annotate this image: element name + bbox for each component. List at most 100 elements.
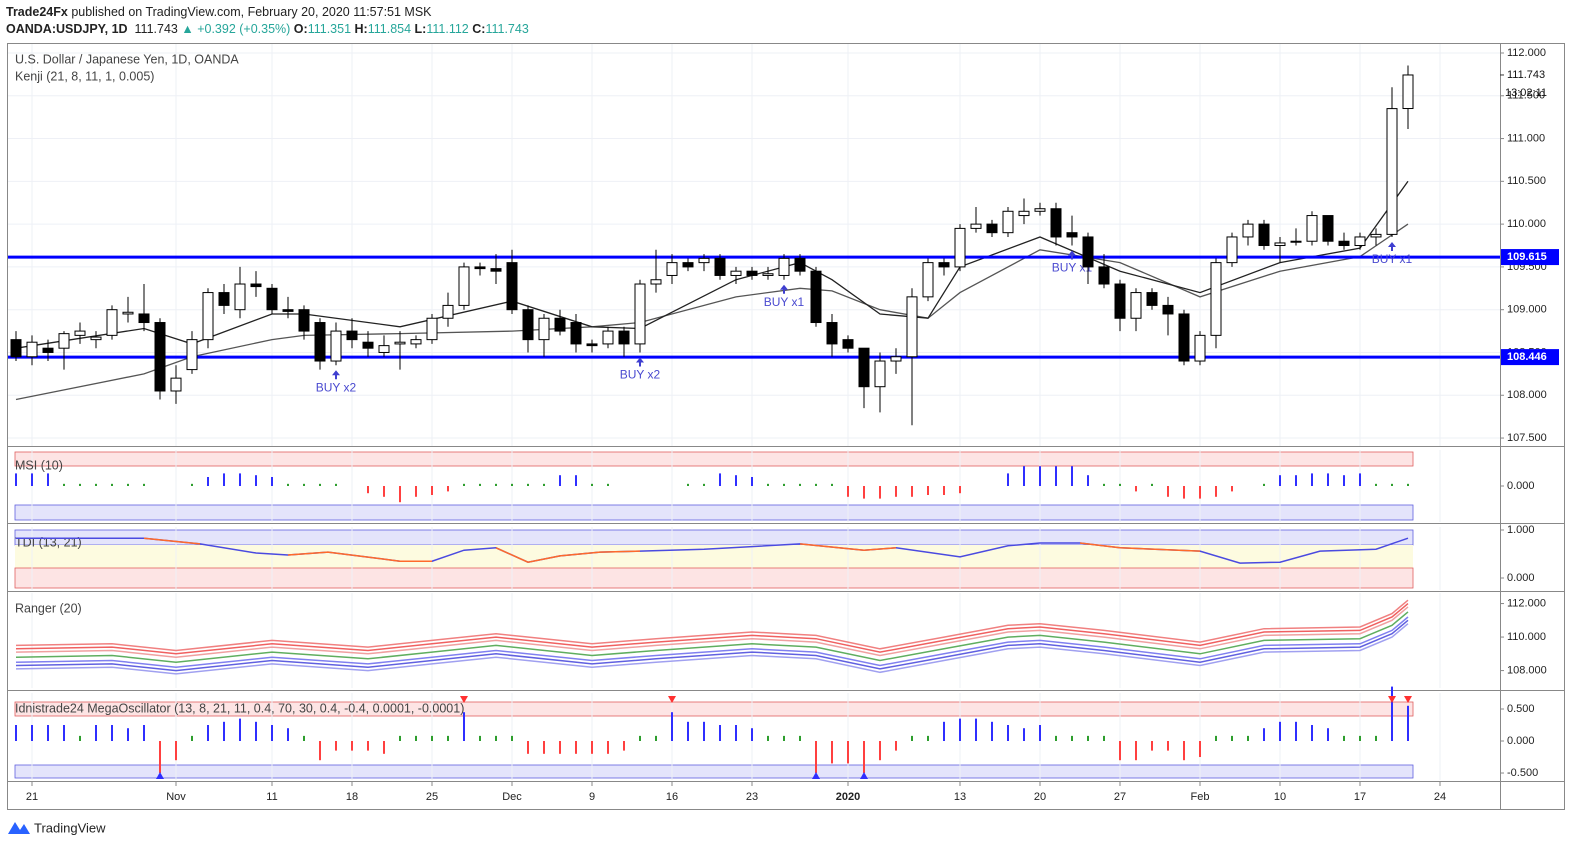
buy-arrow: [636, 357, 644, 367]
candle-body: [1082, 236, 1094, 268]
level-label: 109.615: [1507, 251, 1547, 263]
candle-body: [1402, 74, 1414, 110]
msi-lower-band: [14, 504, 1414, 521]
pane-title: Idnistrade24 MegaOscillator (13, 8, 21, …: [15, 701, 464, 715]
y-tick-label: 0.000: [1507, 572, 1535, 584]
header-line-1: Trade24Fx published on TradingView.com, …: [6, 5, 432, 19]
y-tick-label: 108.000: [1507, 664, 1547, 676]
candle-body: [234, 283, 246, 311]
outer-frame: [7, 43, 1565, 810]
y-tick-label: 0.000: [1507, 735, 1535, 747]
candle-body: [1178, 313, 1190, 362]
h-label: H:: [354, 22, 368, 36]
level-label-box: [1501, 249, 1559, 266]
candle-body: [794, 257, 806, 272]
candle-body: [746, 270, 758, 276]
o-value: 111.351: [307, 22, 352, 36]
signal-up: [860, 772, 868, 779]
candle-body: [26, 341, 38, 358]
candle-body: [826, 322, 838, 345]
x-tick-label: 11: [266, 791, 277, 803]
header-line-2: OANDA:USDJPY, 1D 111.743 ▲ +0.392 (+0.35…: [6, 22, 529, 36]
x-tick-label: 16: [666, 791, 678, 803]
candle-body: [538, 317, 550, 341]
y-tick-label: 112.000: [1507, 597, 1546, 609]
y-tick-label: 111.000: [1507, 132, 1545, 144]
l-label: L:: [414, 22, 427, 36]
candle-body: [1354, 236, 1366, 247]
candle-body: [1258, 223, 1270, 247]
x-tick-label: 10: [1274, 791, 1286, 803]
signal-down: [1388, 696, 1396, 703]
candle-body: [1210, 262, 1222, 336]
indicator-line: [15, 603, 1409, 655]
tdi-upper-band: [14, 529, 1414, 546]
candle-body: [1034, 208, 1046, 212]
candle-body: [874, 360, 886, 388]
last: 111.743: [134, 22, 178, 36]
candle-body: [282, 309, 294, 312]
candle-body: [762, 273, 774, 276]
pane: 112.000 110.000 108.000 Ranger (20): [15, 593, 1547, 688]
x-tick-label: Feb: [1191, 791, 1210, 803]
candle-body: [250, 283, 262, 288]
candle-body: [1322, 215, 1334, 242]
candle-body: [314, 322, 326, 362]
candle-body: [906, 296, 918, 358]
pane: 107.500108.000108.500109.000109.500110.0…: [8, 44, 1559, 803]
buy-label: BUY x2: [316, 380, 357, 394]
candle-body: [634, 283, 646, 345]
candle-body: [410, 339, 422, 345]
candle-body: [378, 345, 390, 353]
h-value: 111.854: [367, 22, 412, 36]
signal-down: [1404, 696, 1412, 703]
candle-body: [570, 322, 582, 345]
candle-body: [58, 333, 70, 349]
candle-body: [1002, 210, 1014, 234]
logo-icon: [8, 822, 30, 834]
tdi-lower-band: [14, 567, 1414, 589]
candle-body: [858, 347, 870, 388]
pane: 0.000 MSI (10): [15, 450, 1535, 522]
candle-body: [1162, 304, 1174, 315]
candle-body: [266, 287, 278, 311]
y-tick-label: 109.000: [1507, 304, 1547, 316]
candle-body: [10, 339, 22, 358]
kenji-line: [15, 223, 1409, 401]
tradingview-logo: TradingView: [8, 820, 106, 835]
x-tick-label: 21: [26, 791, 38, 803]
signal-down: [668, 696, 676, 703]
candle-body: [442, 304, 454, 319]
candle-body: [218, 292, 230, 306]
publisher: Trade24Fx: [6, 5, 68, 19]
level-label-box: [1501, 349, 1559, 366]
pane-title: Ranger (20): [15, 601, 82, 615]
candle-body: [426, 317, 438, 341]
published: published on TradingView.com, February 2…: [71, 5, 432, 19]
candle-body: [1194, 334, 1206, 362]
candle-body: [1114, 283, 1126, 319]
level-label: 108.446: [1507, 351, 1547, 363]
indicator-line: [15, 623, 1409, 675]
candle-body: [1066, 232, 1078, 238]
x-tick-label: Nov: [166, 791, 186, 803]
msi-upper-band: [14, 451, 1414, 467]
buy-arrow: [1068, 250, 1076, 260]
candle-body: [346, 330, 358, 341]
indicator-line: [15, 611, 1409, 663]
tdi-mid-band: [15, 545, 1413, 568]
candle-body: [362, 341, 374, 349]
candle-body: [1306, 215, 1318, 242]
y-tick-label: 108.000: [1507, 389, 1547, 401]
y-tick-label: 110.000: [1507, 631, 1546, 643]
x-tick-label: Dec: [502, 791, 522, 803]
mega-upper-band: [14, 701, 1414, 717]
candle-body: [74, 330, 86, 336]
x-tick-label: 18: [346, 791, 358, 803]
candle-body: [330, 330, 342, 362]
buy-label: BUY x1: [764, 295, 805, 309]
candle-body: [186, 339, 198, 371]
candle-body: [170, 377, 182, 392]
